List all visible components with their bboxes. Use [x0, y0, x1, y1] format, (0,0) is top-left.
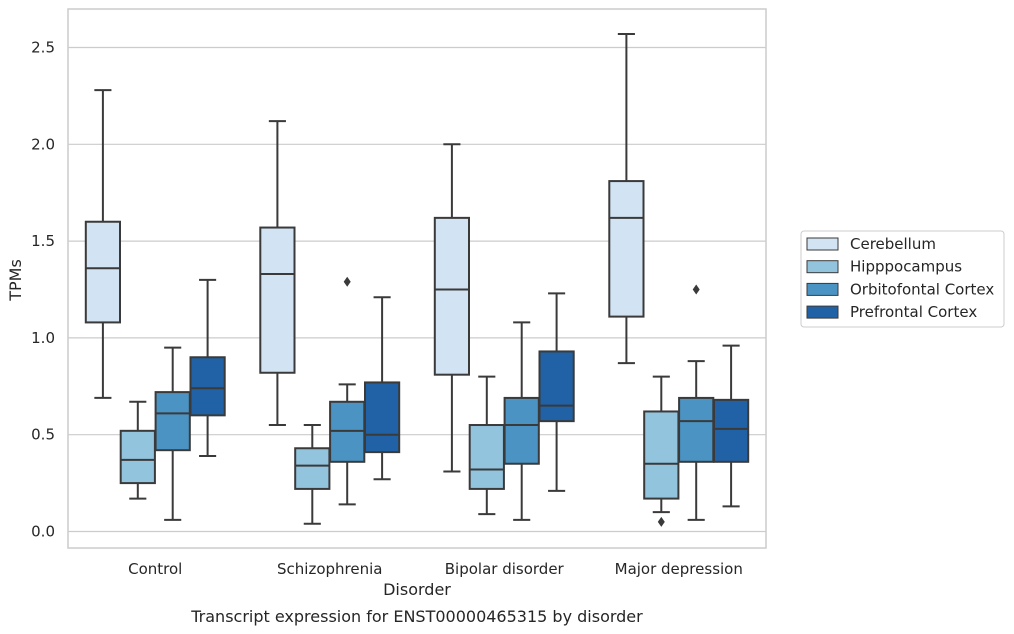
legend-swatch	[806, 305, 839, 319]
y-tick-labels: 0.0 0.5 1.0 1.5 2.0 2.5	[31, 39, 55, 541]
y-tick-label: 0.0	[31, 523, 55, 541]
y-tick-label: 2.0	[31, 135, 55, 153]
box-body	[294, 447, 331, 490]
outlier-point	[343, 276, 351, 287]
box-body	[189, 356, 226, 417]
y-tick-label: 2.5	[31, 39, 55, 57]
box-1-3	[643, 375, 680, 527]
x-tick-labels: Control Schizophrenia Bipolar disorder Majo…	[128, 560, 743, 578]
box-body	[643, 410, 680, 500]
box-body	[259, 226, 296, 374]
box-3-0	[189, 278, 226, 457]
box-body	[119, 429, 156, 485]
box-1-1	[294, 424, 331, 525]
box-body	[468, 424, 505, 490]
box-0-3	[608, 32, 645, 365]
y-tick-label: 1.5	[31, 232, 55, 250]
box-body	[678, 396, 715, 463]
box-1-0	[119, 400, 156, 500]
legend-swatch	[806, 282, 839, 296]
box-0-0	[84, 89, 122, 399]
x-tick-label: Bipolar disorder	[445, 560, 565, 578]
box-body	[712, 398, 750, 463]
legend-label: Cerebellum	[850, 235, 936, 253]
box-body	[503, 396, 540, 465]
box-2-3	[678, 284, 715, 521]
box-2-1	[329, 276, 366, 506]
box-0-1	[259, 120, 296, 427]
chart-caption: Transcript expression for ENST0000046531…	[190, 607, 643, 626]
legend-label: Orbitofontal Cortex	[850, 280, 994, 298]
x-tick-label: Major depression	[615, 560, 743, 578]
box-body	[538, 350, 575, 423]
boxes	[84, 32, 750, 527]
legend-frame	[800, 230, 1005, 328]
box-3-2	[538, 292, 575, 492]
y-tick-label: 1.0	[31, 329, 55, 347]
x-axis-label: Disorder	[383, 580, 451, 599]
box-0-2	[433, 143, 471, 473]
box-3-3	[712, 344, 750, 508]
legend-label: Hipppocampus	[850, 258, 962, 276]
box-body	[84, 220, 122, 324]
legend-swatch	[806, 260, 839, 274]
box-body	[433, 216, 471, 376]
x-tick-label: Schizophrenia	[277, 560, 382, 578]
outlier-point	[657, 516, 665, 527]
box-body	[363, 381, 401, 454]
y-tick-label: 0.5	[31, 426, 55, 444]
x-tick-label: Control	[128, 560, 182, 578]
box-2-0	[154, 346, 191, 521]
legend: Cerebellum Hipppocampus Orbitofontal Corte…	[800, 230, 1005, 328]
box-body	[154, 391, 191, 452]
legend-swatch	[806, 237, 839, 251]
box-3-1	[363, 296, 401, 481]
box-1-2	[468, 375, 505, 516]
legend-label: Prefrontal Cortex	[850, 303, 977, 321]
y-axis-label: TPMs	[6, 259, 25, 302]
plot-frame	[67, 8, 767, 549]
box-2-2	[503, 321, 540, 521]
box-body	[608, 180, 645, 318]
outlier-point	[692, 284, 700, 295]
